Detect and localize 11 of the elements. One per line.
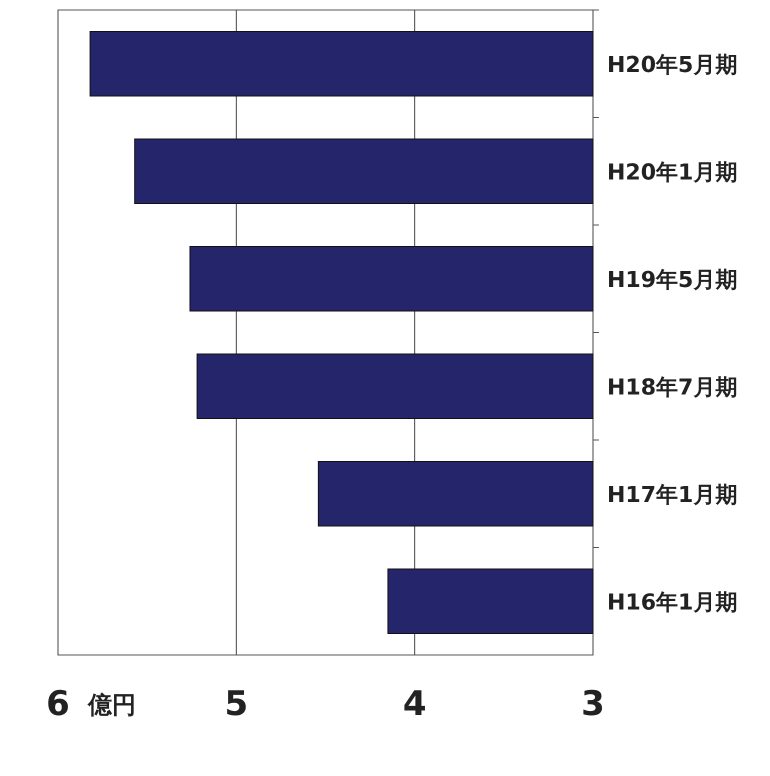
- x-tick-label: 6: [46, 684, 70, 724]
- y-tick-label: H16年1月期: [607, 590, 738, 616]
- x-tick-label: 3: [581, 684, 605, 724]
- y-tick-label: H19年5月期: [607, 268, 738, 293]
- x-tick-label: 4: [402, 684, 427, 724]
- x-tick-label: 5: [224, 684, 248, 724]
- x-axis-title: 億円: [87, 691, 136, 719]
- y-tick-label: H20年5月期: [607, 52, 738, 78]
- y-tick-label: H17年1月期: [607, 482, 738, 508]
- y-tick-label: H18年7月期: [607, 375, 738, 400]
- y-tick-label: H20年1月期: [607, 160, 738, 186]
